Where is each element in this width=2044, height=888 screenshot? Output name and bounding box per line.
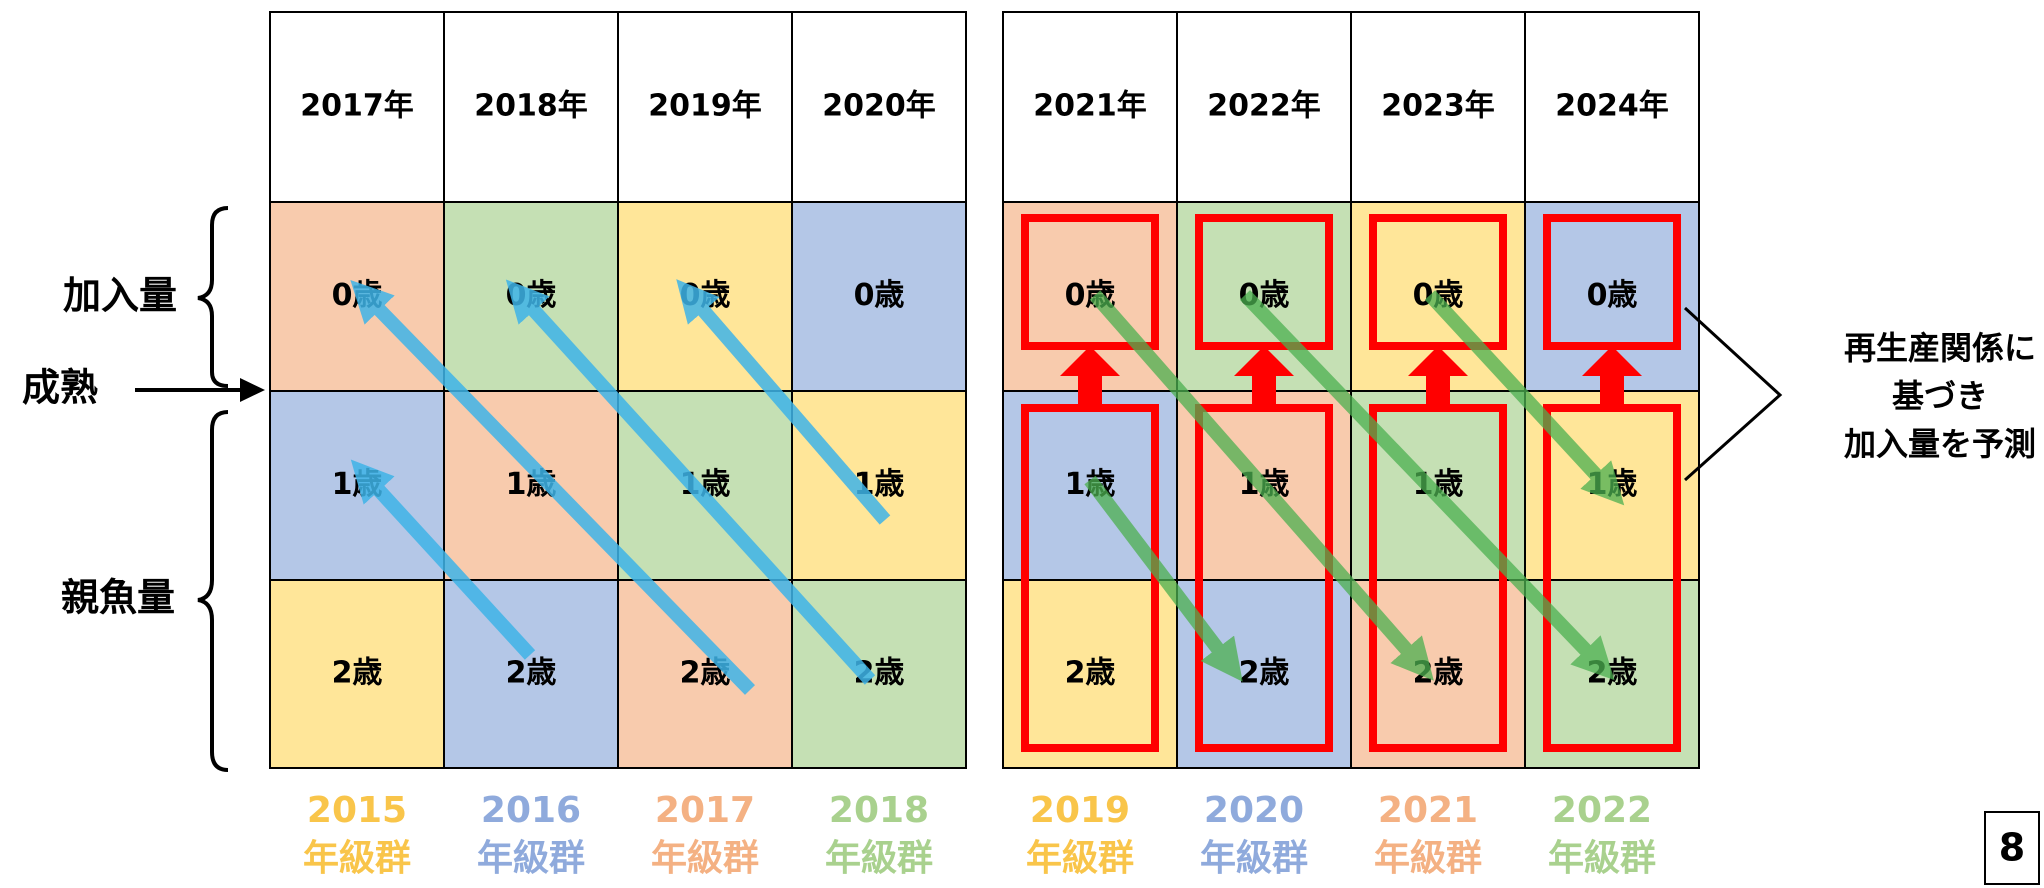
header-cell <box>269 11 445 203</box>
spawning-label: 親魚量 <box>61 576 175 620</box>
year-header: 2017年 <box>300 89 414 124</box>
year-header: 2021年 <box>1033 89 1147 124</box>
cohort-year: 2020 <box>1204 790 1304 831</box>
year-header: 2019年 <box>648 89 762 124</box>
cohort-year: 2022 <box>1552 790 1652 831</box>
year-header: 2023年 <box>1381 89 1495 124</box>
age-cell <box>617 579 793 769</box>
note-line: 基づき <box>1892 377 1988 415</box>
cohort-year: 2019 <box>1030 790 1130 831</box>
cohort-label: 年級群 <box>825 838 933 879</box>
header-cell <box>443 11 619 203</box>
age-cell <box>443 579 619 769</box>
red-arrow <box>1252 372 1276 408</box>
cohort-year: 2015 <box>307 790 407 831</box>
recruitment-label: 加入量 <box>63 274 177 318</box>
red-arrow <box>1600 372 1624 408</box>
header-cell <box>1524 11 1700 203</box>
age-cell <box>791 201 967 392</box>
cohort-year: 2017 <box>655 790 755 831</box>
note-line: 再生産関係に <box>1844 329 2036 367</box>
cohort-arrow <box>505 279 876 685</box>
age-label: 0歳 <box>854 278 905 313</box>
cohort-label: 年級群 <box>477 838 585 879</box>
cohort-arrow <box>350 459 536 660</box>
cohort-label: 年級群 <box>1374 838 1482 879</box>
cohort-label: 年級群 <box>1548 838 1656 879</box>
cohort-label: 年級群 <box>1200 838 1308 879</box>
red-arrow-head <box>1234 346 1294 376</box>
cohort-arrow <box>350 279 756 695</box>
age-cell <box>269 579 445 769</box>
red-arrow <box>1426 372 1450 408</box>
age-label: 2歳 <box>506 656 557 691</box>
header-cell <box>1350 11 1526 203</box>
red-arrow <box>1078 372 1102 408</box>
year-header: 2024年 <box>1555 89 1669 124</box>
red-arrow-head <box>1060 346 1120 376</box>
cohort-year: 2016 <box>481 790 581 831</box>
age-cell <box>791 390 967 581</box>
bracket <box>1683 306 1783 482</box>
cohort-arrow <box>676 279 891 525</box>
age-cell <box>1002 579 1178 769</box>
page-number: 8 <box>1999 826 2025 870</box>
year-header: 2018年 <box>474 89 588 124</box>
cohort-year: 2021 <box>1378 790 1478 831</box>
maturity-label: 成熟 <box>22 366 98 410</box>
year-header: 2020年 <box>822 89 936 124</box>
year-header: 2022年 <box>1207 89 1321 124</box>
brace <box>197 410 229 772</box>
header-cell <box>1002 11 1178 203</box>
age-label: 2歳 <box>1065 656 1116 691</box>
cohort-arrow <box>1239 290 1615 681</box>
maturity-arrow-head <box>240 378 265 402</box>
cohort-label: 年級群 <box>1026 838 1134 879</box>
cohort-arrow <box>1084 475 1243 682</box>
age-label: 0歳 <box>1587 278 1638 313</box>
cohort-arrow <box>1089 290 1434 681</box>
cohort-year: 2018 <box>829 790 929 831</box>
page-number-box <box>1984 811 2040 885</box>
age-label: 2歳 <box>1239 656 1290 691</box>
age-label: 2歳 <box>332 656 383 691</box>
red-arrow-head <box>1408 346 1468 376</box>
overlay <box>350 214 1681 752</box>
cohort-label: 年級群 <box>303 838 411 879</box>
age-cell <box>791 579 967 769</box>
note-line: 加入量を予測 <box>1844 425 2036 463</box>
cohort-arrow <box>1424 290 1625 506</box>
header-cell <box>1176 11 1352 203</box>
cohort-label: 年級群 <box>651 838 759 879</box>
red-arrow-head <box>1582 346 1642 376</box>
brace <box>197 206 229 388</box>
